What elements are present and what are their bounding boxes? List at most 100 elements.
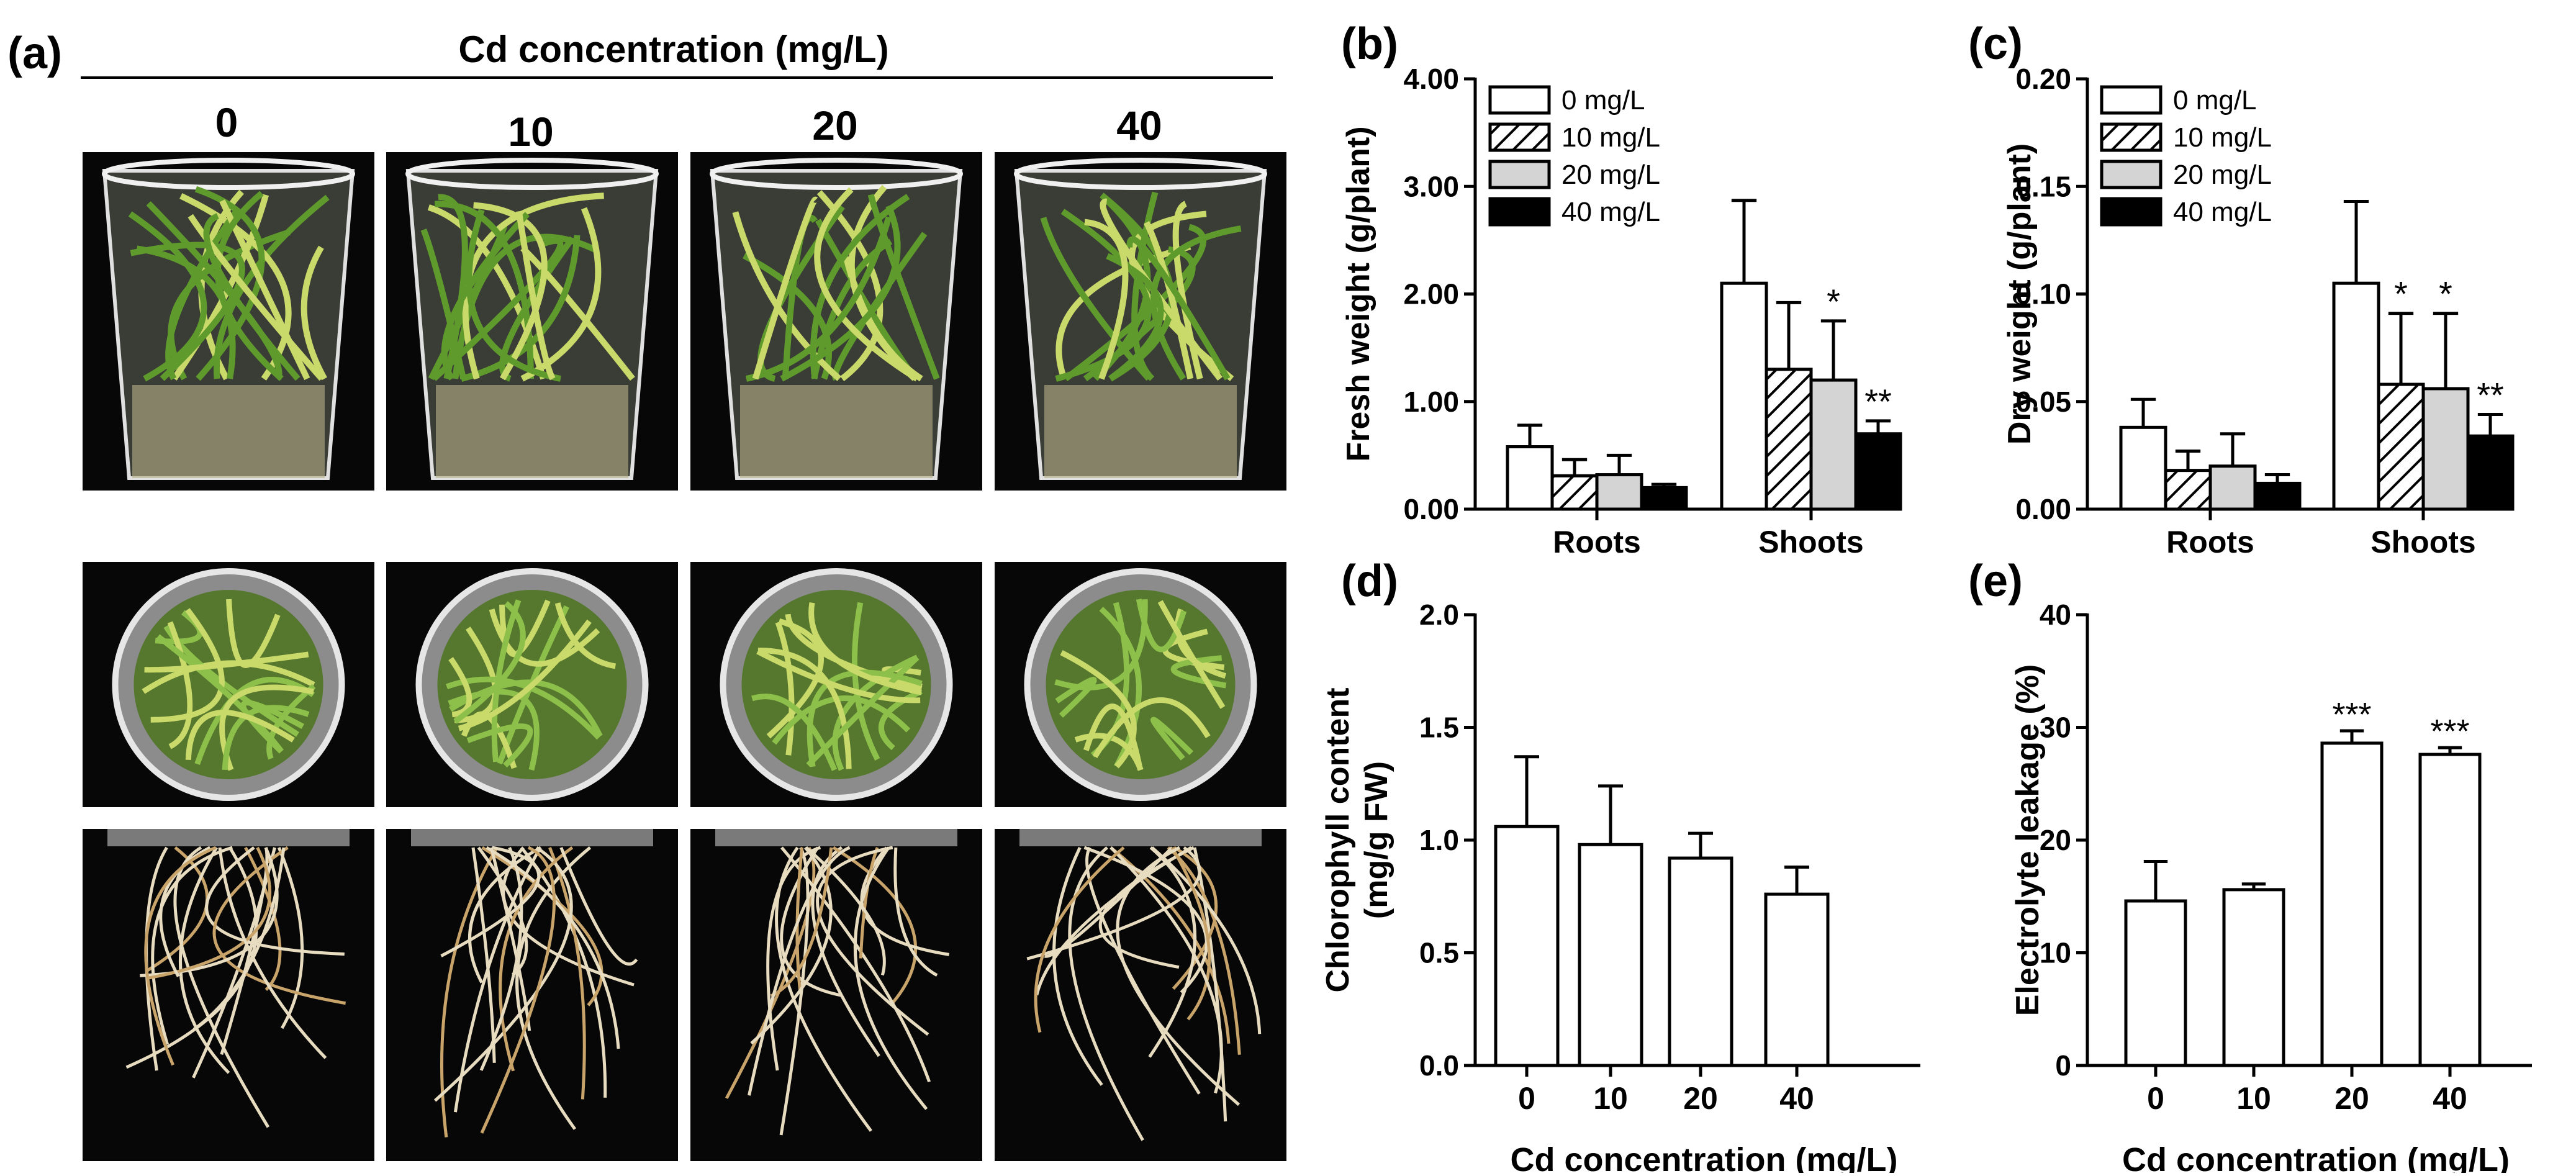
- y-tick-label: 0.00: [1403, 493, 1459, 525]
- bar-shoots-0mgl: [2332, 281, 2380, 511]
- bar-shoots-10mgl: [2377, 382, 2425, 511]
- y-tick-label: 0.00: [2015, 493, 2071, 525]
- column-label-10: 10: [508, 109, 553, 155]
- leaf-strand: [266, 684, 316, 760]
- leaf-strand: [1083, 703, 1143, 771]
- bar-20: [2320, 741, 2384, 1067]
- x-tick-label-40: 40: [1779, 1081, 1814, 1116]
- root-strand: [433, 846, 573, 1102]
- significance-marker: *: [2439, 274, 2452, 314]
- legend-entry: 10 mg/L: [2173, 122, 2272, 153]
- root-strand: [750, 846, 833, 1045]
- chart-e: (e) 0 10 20 30 40 Electrolyte leakage (%) 0 10 **…: [1968, 556, 2532, 1176]
- leaf-strand: [554, 602, 617, 669]
- legend-swatch: [1488, 122, 1551, 152]
- leaf-strand: [462, 192, 604, 380]
- root-strand: [1109, 846, 1223, 1094]
- legend-swatch: [2100, 122, 2162, 152]
- leaf-strand: [420, 228, 467, 380]
- panel-d-label: (d): [1341, 556, 1398, 606]
- bar-10: [1578, 843, 1643, 1067]
- leaf-strand: [806, 655, 920, 767]
- x-tick-label-10: 10: [1593, 1081, 1628, 1116]
- photo-side-view-cup-40: [995, 152, 1286, 491]
- bar-shoots-40mgl: [1854, 432, 1902, 511]
- leaf-strand: [1150, 717, 1194, 761]
- panel-a-header: Cd concentration (mg/L): [458, 29, 888, 70]
- leaf-strand: [448, 657, 472, 718]
- leaf-strand: [867, 194, 940, 380]
- root-strand: [859, 847, 879, 959]
- bar-roots-40mgl: [1640, 486, 1688, 511]
- x-tick-label-roots: Roots: [2166, 525, 2254, 559]
- leaf-strand: [832, 654, 919, 771]
- root-crown-disk: [1019, 829, 1262, 846]
- leaf-strand: [808, 602, 922, 695]
- leaf-strand: [458, 619, 592, 731]
- y-tick-label: 1.5: [1419, 712, 1459, 744]
- leaf-strand: [848, 184, 917, 381]
- root-strand: [440, 846, 541, 957]
- photo-side-view-cup-10: [386, 152, 678, 491]
- leaf-strand: [128, 211, 207, 382]
- root-strand: [548, 847, 586, 1100]
- leaf-strand: [852, 602, 880, 761]
- y-tick-label: 3.00: [1403, 170, 1459, 202]
- y-tick-label: 0.05: [2015, 386, 2071, 418]
- leaf-strand: [240, 700, 304, 754]
- leaf-strand: [814, 187, 919, 382]
- leaf-strand: [766, 618, 824, 739]
- significance-marker: *: [1827, 282, 1840, 321]
- leaf-strand: [1040, 217, 1152, 381]
- leaf-strand: [756, 649, 921, 703]
- panel-e-label: (e): [1968, 556, 2023, 606]
- column-label-40: 40: [1116, 102, 1162, 148]
- cup-solution: [132, 385, 325, 478]
- cup-solution: [436, 385, 628, 478]
- y-tick-label: 0.15: [2015, 170, 2071, 202]
- y-tick-label: 4.00: [1403, 63, 1459, 95]
- root-strand: [1170, 846, 1211, 1021]
- leaf-strand: [1084, 219, 1129, 380]
- root-strand: [277, 847, 304, 1029]
- bar-roots-40mgl: [2253, 481, 2302, 511]
- bar-roots-20mgl: [1595, 473, 1643, 511]
- x-tick-label-shoots: Shoots: [2370, 525, 2475, 559]
- leaf-strand: [438, 194, 468, 380]
- root-strand: [1052, 846, 1103, 1086]
- significance-marker: ***: [2430, 713, 2469, 750]
- bar-roots-10mgl: [2164, 469, 2212, 511]
- bar-roots-10mgl: [1550, 474, 1599, 511]
- cup-rim: [1014, 158, 1267, 190]
- leaf-strand: [780, 204, 901, 382]
- leaf-strand: [515, 210, 556, 381]
- root-strand: [1167, 846, 1241, 1055]
- panel-b-label: (b): [1341, 19, 1398, 69]
- y-tick-label: 40: [2040, 599, 2071, 631]
- bar-shoots-0mgl: [1720, 281, 1768, 511]
- photo-top-view-cup-10: [386, 562, 678, 807]
- legend-swatch: [1488, 85, 1551, 115]
- bar-shoots-20mgl: [2421, 387, 2470, 511]
- y-tick-label: 0: [2055, 1049, 2071, 1082]
- root-strand: [479, 847, 523, 1071]
- chart-c: (c) 0.00 0.05 0.10 0.15 0.20 Dry weight (g/pla…: [1968, 19, 2515, 559]
- leaf-strand: [775, 621, 795, 756]
- bar-0: [2124, 899, 2187, 1067]
- legend-entry: 40 mg/L: [2173, 197, 2272, 227]
- leaf-strand: [219, 684, 314, 771]
- root-strand: [725, 846, 816, 1100]
- legend-swatch: [2100, 160, 2162, 189]
- cup-rim: [102, 158, 355, 190]
- bar-0: [1494, 825, 1560, 1067]
- panel-a-photos: (a) Cd concentration (mg/L) 0 10 20 40: [7, 29, 1286, 1161]
- leaf-strand: [144, 651, 309, 673]
- photo-roots-20: [690, 829, 982, 1161]
- leaf-strand: [473, 202, 548, 381]
- root-strand: [220, 847, 269, 1056]
- leaf-strand: [136, 245, 236, 379]
- photo-top-view-cup-20: [690, 562, 982, 807]
- y-axis-title: Chlorophyll content(mg/g FW): [1320, 687, 1394, 992]
- cup-rim: [405, 158, 659, 190]
- legend-swatch: [1488, 160, 1551, 189]
